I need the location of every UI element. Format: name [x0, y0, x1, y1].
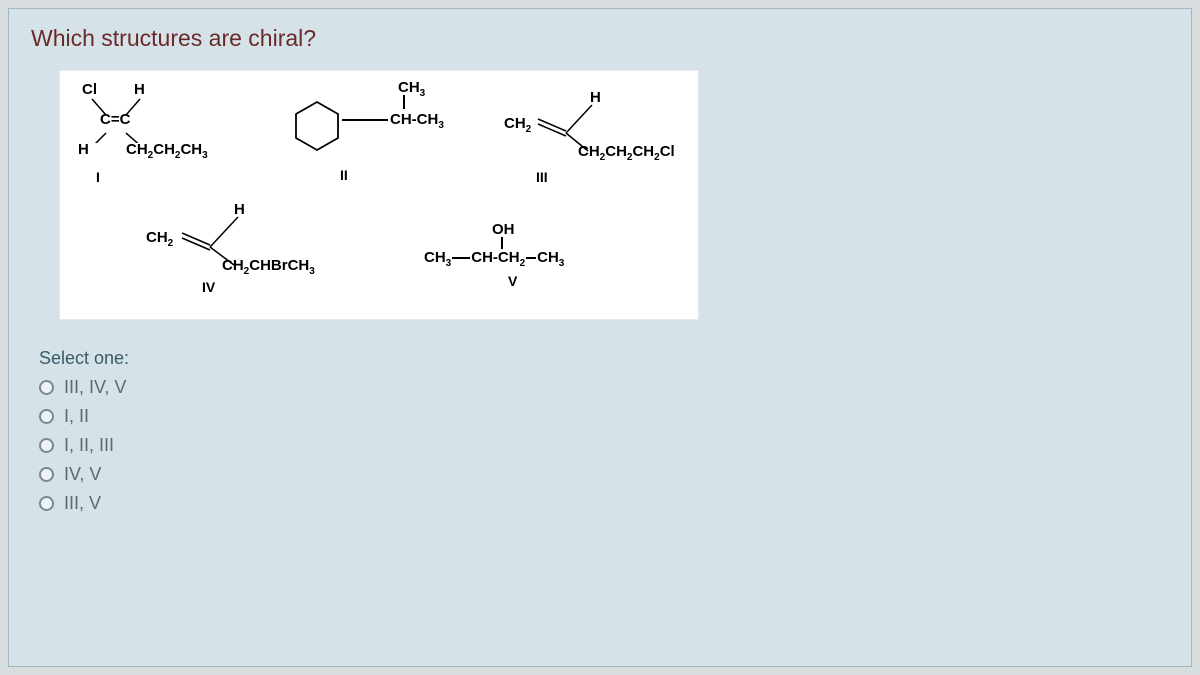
s2-label: II [340, 167, 348, 183]
structure-III: H CH2 CH2CH2CH2Cl III [500, 89, 680, 189]
s4-label: IV [202, 279, 215, 295]
option-row[interactable]: III, IV, V [39, 377, 1169, 398]
s1-h2: H [78, 141, 89, 158]
radio-icon[interactable] [39, 496, 54, 511]
s1-center: C=C [100, 111, 130, 128]
option-row[interactable]: I, II, III [39, 435, 1169, 456]
radio-icon[interactable] [39, 438, 54, 453]
option-label: III, V [64, 493, 101, 514]
s2-side: CH-CH3 [390, 111, 444, 131]
s4-chain: CH2CHBrCH3 [222, 257, 315, 277]
s2-vbond [403, 95, 405, 109]
structure-I: Cl H C=C H CH2CH2CH3 I [76, 81, 236, 181]
s1-chain: CH2CH2CH3 [126, 141, 208, 161]
s5-vbond [501, 237, 503, 249]
s5-label: V [508, 273, 517, 289]
radio-icon[interactable] [39, 380, 54, 395]
option-label: III, IV, V [64, 377, 126, 398]
radio-icon[interactable] [39, 467, 54, 482]
select-label: Select one: [39, 348, 1169, 369]
radio-icon[interactable] [39, 409, 54, 424]
option-label: I, II, III [64, 435, 114, 456]
structure-V: OH CH3CH-CH2CH3 V [420, 221, 640, 301]
s2-ring [290, 99, 345, 154]
select-block: Select one: III, IV, V I, II I, II, III … [39, 348, 1169, 514]
structure-IV: H CH2 CH2CHBrCH3 IV [130, 201, 330, 296]
option-row[interactable]: IV, V [39, 464, 1169, 485]
option-row[interactable]: III, V [39, 493, 1169, 514]
s5-main: CH3CH-CH2CH3 [424, 249, 564, 269]
s1-label: I [96, 169, 100, 185]
quiz-panel: Which structures are chiral? Cl H C=C H … [8, 8, 1192, 667]
s3-ch2: CH2 [504, 115, 531, 135]
s5-oh: OH [492, 221, 515, 238]
s2-hbond [342, 119, 388, 121]
option-label: IV, V [64, 464, 101, 485]
option-label: I, II [64, 406, 89, 427]
s3-chain: CH2CH2CH2Cl [578, 143, 675, 163]
s3-label: III [536, 169, 548, 185]
s4-ch2: CH2 [146, 229, 173, 249]
option-row[interactable]: I, II [39, 406, 1169, 427]
question-text: Which structures are chiral? [31, 25, 1169, 52]
structures-box: Cl H C=C H CH2CH2CH3 I CH3 CH-CH3 [59, 70, 699, 320]
structure-II: CH3 CH-CH3 II [290, 79, 470, 179]
